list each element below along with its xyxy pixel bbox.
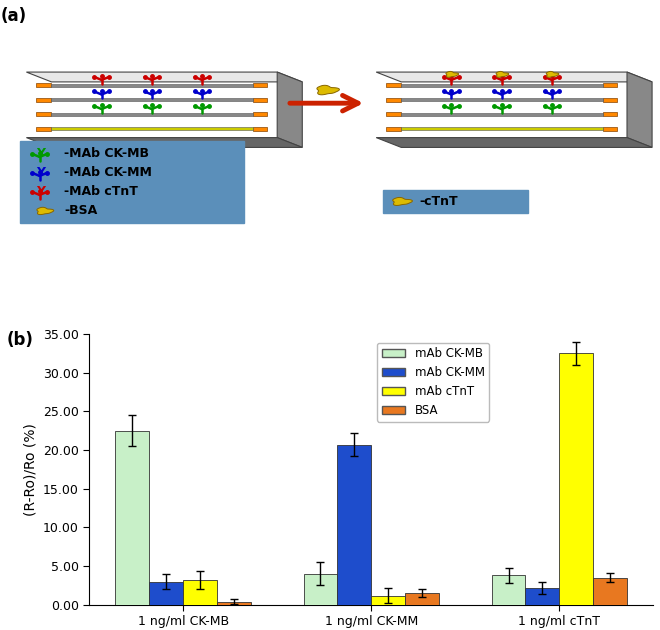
Bar bbox=[383, 190, 528, 213]
Text: -BSA: -BSA bbox=[64, 205, 97, 217]
Polygon shape bbox=[253, 98, 267, 102]
Polygon shape bbox=[253, 83, 267, 88]
Bar bbox=[115, 431, 149, 605]
Text: Y: Y bbox=[36, 166, 46, 180]
Bar bbox=[183, 580, 217, 605]
Legend: mAb CK-MB, mAb CK-MM, mAb cTnT, BSA: mAb CK-MB, mAb CK-MM, mAb cTnT, BSA bbox=[377, 343, 490, 421]
Polygon shape bbox=[401, 98, 603, 101]
Polygon shape bbox=[401, 84, 603, 87]
Polygon shape bbox=[376, 72, 652, 82]
Text: -cTnT: -cTnT bbox=[419, 195, 458, 208]
Polygon shape bbox=[401, 127, 603, 130]
Bar bbox=[304, 574, 337, 605]
Polygon shape bbox=[277, 72, 302, 147]
Polygon shape bbox=[386, 98, 401, 102]
Polygon shape bbox=[37, 207, 53, 215]
Bar bbox=[405, 593, 439, 605]
Polygon shape bbox=[51, 113, 253, 116]
Polygon shape bbox=[386, 127, 401, 131]
Polygon shape bbox=[253, 112, 267, 117]
Bar bbox=[525, 588, 559, 605]
Text: -MAb CK-MM: -MAb CK-MM bbox=[64, 166, 152, 180]
Polygon shape bbox=[603, 112, 617, 117]
Polygon shape bbox=[26, 137, 302, 147]
Polygon shape bbox=[627, 72, 652, 147]
Polygon shape bbox=[401, 113, 603, 116]
Bar bbox=[217, 602, 251, 605]
Polygon shape bbox=[376, 137, 652, 147]
Polygon shape bbox=[317, 85, 339, 94]
Polygon shape bbox=[603, 98, 617, 102]
Bar bbox=[337, 445, 371, 605]
Bar bbox=[559, 353, 593, 605]
Text: -MAb cTnT: -MAb cTnT bbox=[64, 185, 138, 198]
Bar bbox=[593, 578, 627, 605]
Text: -MAb CK-MB: -MAb CK-MB bbox=[64, 147, 149, 161]
Polygon shape bbox=[51, 84, 253, 87]
Polygon shape bbox=[546, 71, 559, 77]
Polygon shape bbox=[603, 127, 617, 131]
Polygon shape bbox=[36, 127, 51, 131]
Polygon shape bbox=[26, 72, 302, 82]
Text: (b): (b) bbox=[7, 331, 34, 349]
Y-axis label: (R-Ro)/Ro (%): (R-Ro)/Ro (%) bbox=[23, 423, 37, 516]
Polygon shape bbox=[446, 71, 459, 77]
Text: (a): (a) bbox=[1, 6, 27, 25]
Text: Y: Y bbox=[36, 147, 46, 161]
Polygon shape bbox=[36, 83, 51, 88]
Bar bbox=[20, 141, 244, 223]
Bar bbox=[149, 581, 183, 605]
Polygon shape bbox=[51, 98, 253, 101]
Polygon shape bbox=[36, 98, 51, 102]
Polygon shape bbox=[393, 197, 412, 205]
Polygon shape bbox=[253, 127, 267, 131]
Polygon shape bbox=[36, 112, 51, 117]
Text: Y: Y bbox=[36, 185, 46, 198]
Polygon shape bbox=[603, 83, 617, 88]
Polygon shape bbox=[496, 71, 509, 77]
Bar bbox=[492, 575, 525, 605]
Polygon shape bbox=[386, 83, 401, 88]
Bar bbox=[371, 595, 405, 605]
Polygon shape bbox=[51, 127, 253, 130]
Polygon shape bbox=[386, 112, 401, 117]
